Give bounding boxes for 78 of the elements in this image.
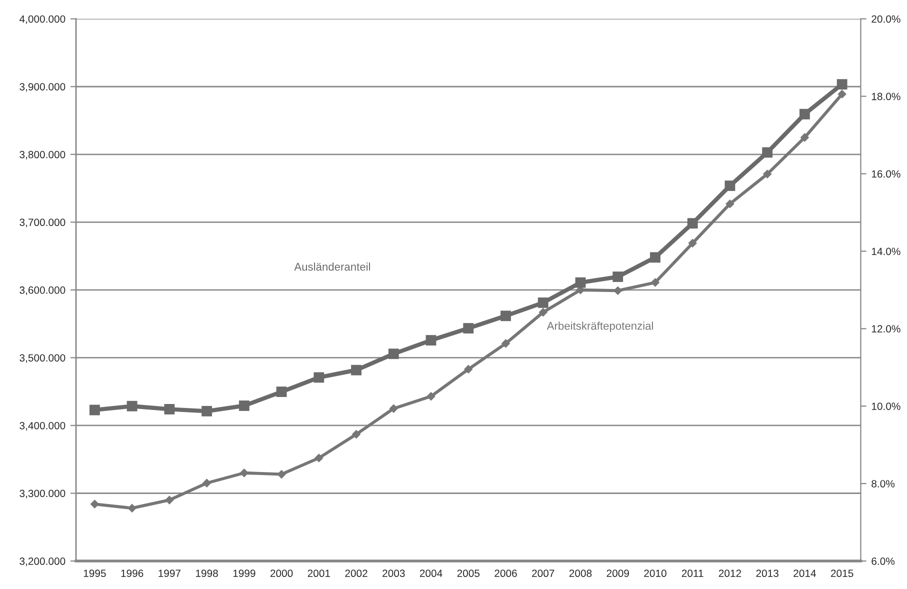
point (164, 404, 175, 414)
point (687, 218, 698, 229)
point (726, 199, 734, 208)
point (314, 454, 324, 462)
point (388, 348, 399, 360)
x-tick-label: 2006 (494, 570, 517, 578)
point (650, 252, 660, 263)
y2-tick-label: 10.0% (872, 402, 900, 410)
point (501, 339, 510, 348)
y-tick-label: 3,600.000 (20, 286, 66, 296)
point (724, 180, 736, 191)
point (800, 133, 810, 142)
text: Ausländeranteil (294, 262, 370, 271)
point (500, 310, 511, 322)
point (165, 496, 174, 504)
point (538, 308, 548, 317)
point (389, 404, 398, 413)
point (202, 478, 212, 488)
x-tick-label: 1997 (158, 570, 180, 578)
point (612, 272, 624, 282)
point (426, 335, 436, 346)
series-label: Arbeitskräftepotenzial (546, 322, 653, 332)
point (128, 504, 136, 513)
x-tick-label: 2010 (644, 570, 666, 578)
x-tick-label: 2003 (382, 570, 405, 578)
x-tick-label: 2005 (457, 570, 480, 578)
point (126, 400, 138, 412)
y-tick-label: 3,500.000 (20, 354, 66, 363)
point (351, 364, 362, 376)
y2-tick-label: 14.0% (872, 248, 900, 256)
y-tick-label: 4,000.000 (19, 15, 66, 24)
y-tick-label: 3,700.000 (20, 218, 66, 228)
point (352, 430, 361, 439)
x-tick-label: 1998 (196, 570, 218, 578)
x-tick-label: 2011 (682, 570, 704, 578)
point (202, 406, 212, 416)
x-tick-label: 1996 (121, 570, 144, 578)
point (238, 400, 250, 411)
x-tick-label: 2014 (794, 570, 816, 578)
x-tick-label: 2013 (756, 570, 778, 578)
y2-tick-label: 16.0% (872, 170, 900, 178)
point (650, 278, 660, 287)
point (426, 392, 436, 401)
y2-tick-label: 18.0% (872, 92, 900, 100)
x-tick-label: 2007 (532, 570, 554, 578)
y-tick-label: 3,900.000 (20, 83, 66, 92)
point (538, 298, 548, 308)
x-tick-label: 2001 (308, 570, 330, 578)
y-tick-label: 3,300.000 (20, 490, 66, 498)
x-tick-label: 1995 (84, 570, 106, 578)
point (464, 364, 473, 374)
point (277, 470, 286, 479)
point (89, 404, 100, 416)
x-tick-label: 2012 (718, 570, 742, 578)
point (838, 90, 846, 98)
x-tick-label: 2015 (831, 570, 854, 578)
x-tick-label: 2004 (420, 570, 442, 578)
point (762, 147, 773, 158)
point (836, 79, 848, 90)
point (688, 238, 698, 248)
y2-tick-label: 6.0% (872, 558, 895, 565)
x-tick-label: 2008 (569, 570, 592, 578)
point (314, 372, 324, 383)
point (762, 170, 772, 178)
y2-tick-label: 8.0% (872, 480, 895, 488)
x-tick-label: 1999 (233, 570, 256, 578)
x-tick-label: 2009 (606, 570, 629, 578)
point (575, 277, 586, 288)
y-tick-label: 3,200.000 (20, 558, 66, 566)
y2-tick-label: 12.0% (872, 325, 900, 333)
point (799, 108, 810, 120)
y-tick-label: 3,800.000 (20, 150, 66, 160)
y2-tick-label: 20.0% (872, 15, 900, 23)
y-tick-label: 3,400.000 (20, 422, 66, 431)
point (276, 386, 287, 397)
x-tick-label: 2002 (345, 570, 368, 578)
x-tick-label: 2000 (270, 570, 293, 578)
point (463, 323, 474, 334)
